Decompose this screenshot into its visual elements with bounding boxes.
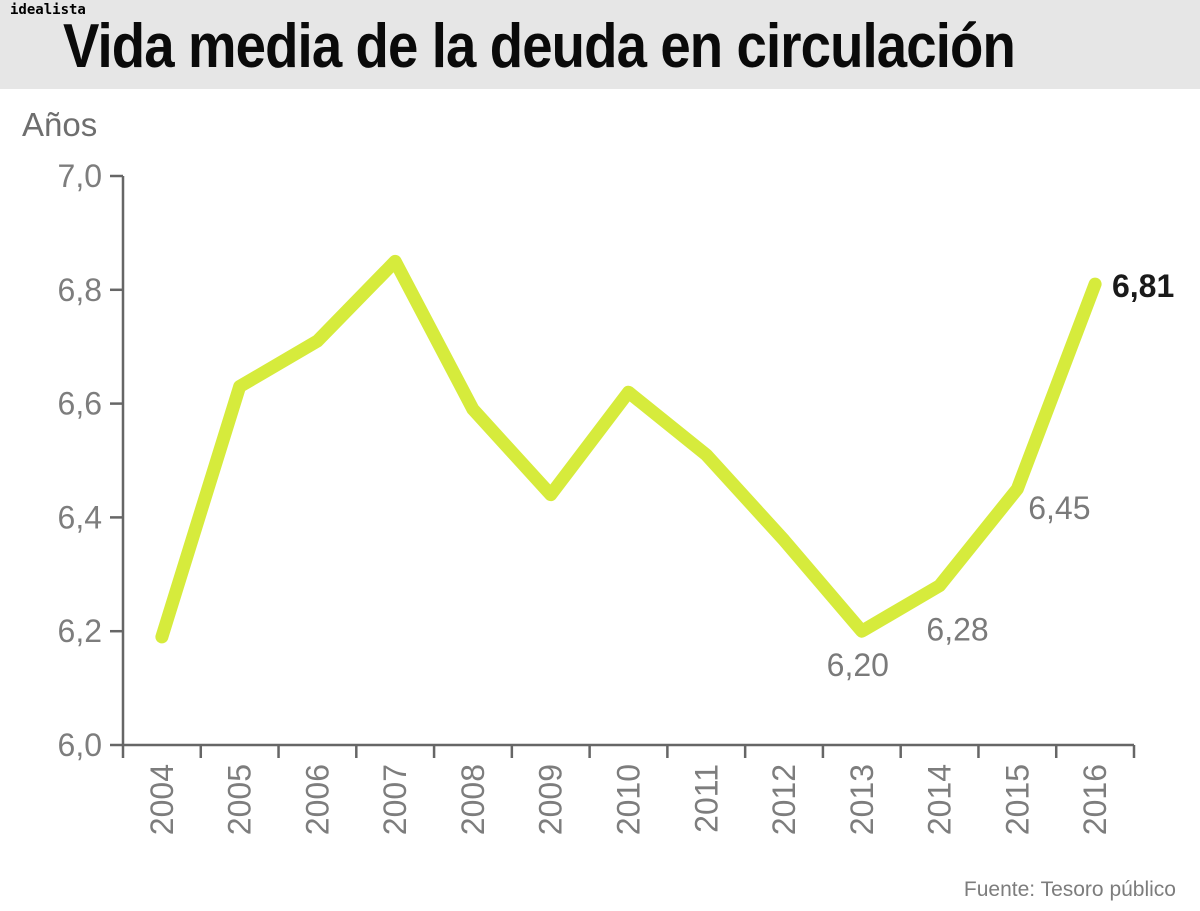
axes [121, 176, 1134, 747]
x-tick-label: 2008 [455, 764, 491, 835]
debt-line [155, 254, 1102, 644]
x-tick-label: 2006 [299, 764, 335, 835]
header-band: idealista Vida media de la deuda en circ… [0, 0, 1200, 89]
x-tick-label: 2005 [222, 764, 258, 835]
x-tick-label: 2016 [1077, 764, 1113, 835]
x-tick-label: 2004 [144, 764, 180, 835]
data-label: 6,28 [926, 612, 988, 648]
data-label: 6,45 [1028, 490, 1090, 526]
y-tick-label: 6,0 [58, 727, 102, 763]
x-tick-label: 2015 [999, 764, 1035, 835]
x-tick-label: 2014 [922, 764, 958, 835]
y-tick-label: 6,4 [58, 499, 102, 535]
y-tick-label: 6,2 [58, 613, 102, 649]
y-tick-label: 6,8 [58, 272, 102, 308]
y-tick-label: 6,6 [58, 386, 102, 422]
x-tick-label: 2009 [533, 764, 569, 835]
y-tick-label: 7,0 [58, 158, 102, 194]
x-tick-label: 2011 [688, 764, 724, 833]
x-tick-label: 2007 [377, 764, 413, 835]
data-label: 6,20 [827, 647, 889, 683]
chart-title: Vida media de la deuda en circulación [63, 12, 1016, 81]
source-caption: Fuente: Tesoro público [963, 878, 1176, 901]
x-tick-label: 2013 [844, 764, 880, 835]
y-axis-unit-label: Años [22, 106, 98, 143]
x-tick-label: 2010 [611, 764, 647, 835]
x-tick-label: 2012 [766, 764, 802, 835]
data-label: 6,81 [1112, 268, 1174, 304]
idealista-logo: idealista [10, 2, 86, 18]
